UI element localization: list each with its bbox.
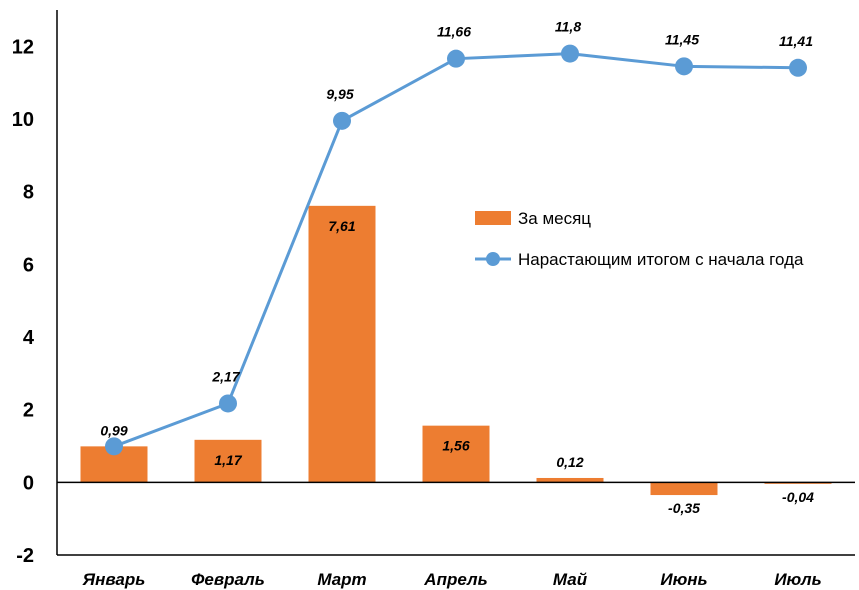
x-tick-label: Январь bbox=[82, 570, 146, 589]
y-tick-label: 12 bbox=[12, 36, 34, 58]
line-series bbox=[105, 44, 807, 456]
bar bbox=[650, 482, 718, 496]
bar bbox=[536, 477, 604, 483]
legend-label-bar: За месяц bbox=[518, 209, 591, 228]
line-point bbox=[333, 111, 351, 130]
x-tick-label: Март bbox=[317, 570, 366, 589]
y-tick-label: 6 bbox=[23, 254, 34, 276]
y-tick-label: 2 bbox=[23, 400, 34, 422]
bar-data-label: 1,56 bbox=[442, 438, 469, 454]
line-point bbox=[105, 437, 123, 456]
axes bbox=[56, 10, 855, 556]
line-point bbox=[447, 49, 465, 68]
y-tick-label: 4 bbox=[23, 327, 35, 349]
y-tick-labels: -2 0 2 4 6 8 10 12 bbox=[12, 36, 35, 567]
bar-data-label: 1,17 bbox=[214, 452, 242, 468]
line-point bbox=[561, 44, 579, 63]
bar-data-label: 7,61 bbox=[328, 218, 355, 234]
legend: За месяц Нарастающим итогом с начала год… bbox=[475, 209, 804, 269]
bar bbox=[194, 439, 262, 483]
legend-label-line: Нарастающим итогом с начала года bbox=[518, 250, 804, 269]
y-tick-label: 8 bbox=[23, 182, 34, 204]
bar-data-label: 0,12 bbox=[556, 454, 583, 470]
line-data-label: 2,17 bbox=[211, 368, 240, 384]
x-tick-label: Июнь bbox=[660, 570, 707, 589]
line-data-label: 11,66 bbox=[437, 24, 471, 40]
line-data-label: 11,8 bbox=[555, 19, 581, 35]
y-tick-label: 0 bbox=[23, 472, 34, 494]
line-point bbox=[219, 394, 237, 413]
line-data-label: 11,41 bbox=[779, 33, 813, 49]
bar-data-label: 0,99 bbox=[100, 422, 127, 438]
y-tick-label: 10 bbox=[12, 109, 34, 131]
data-labels: 0,99 1,17 7,61 1,56 0,12 -0,35 -0,04 2,17 9,95 11… bbox=[100, 19, 814, 516]
y-tick-label: -2 bbox=[16, 545, 34, 567]
x-tick-labels: Январь Февраль Март Апрель Май Июнь Июль bbox=[82, 570, 822, 589]
x-tick-label: Июль bbox=[774, 570, 821, 589]
line-data-label: 9,95 bbox=[326, 86, 353, 102]
legend-swatch-bar bbox=[475, 211, 511, 225]
legend-swatch-dot bbox=[486, 252, 500, 266]
line-data-label: 11,45 bbox=[665, 31, 699, 47]
bar bbox=[422, 425, 490, 483]
bar-data-label: -0,35 bbox=[668, 500, 700, 516]
bar-data-label: -0,04 bbox=[782, 489, 814, 505]
x-tick-label: Апрель bbox=[423, 570, 487, 589]
x-tick-label: Май bbox=[553, 570, 588, 589]
line-point bbox=[675, 57, 693, 76]
bar bbox=[308, 205, 376, 483]
line-point bbox=[789, 58, 807, 77]
bar-series bbox=[80, 205, 832, 496]
x-tick-label: Февраль bbox=[191, 570, 265, 589]
